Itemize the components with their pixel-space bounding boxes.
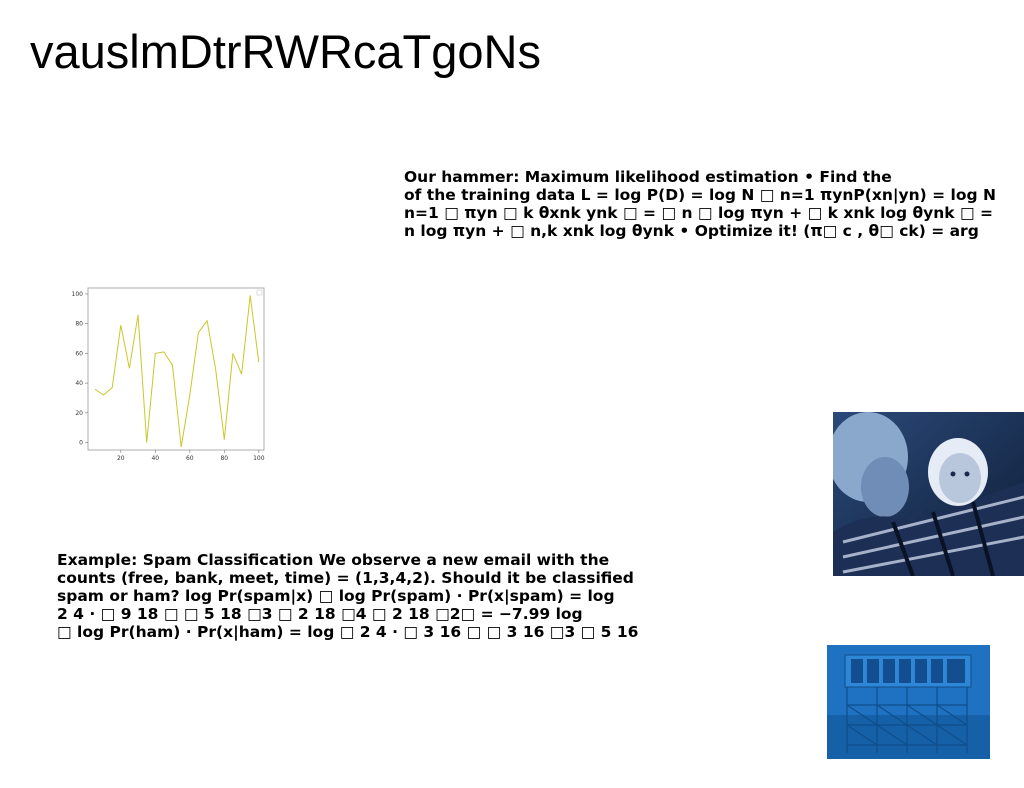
spam-example-text-block: Example: Spam Classification We observe … <box>57 551 638 641</box>
text-line: n=1 □ πyn □ k θxnk ynk □ = □ n □ log πyn… <box>404 204 994 222</box>
text-line: Our hammer: Maximum likelihood estimatio… <box>404 168 892 186</box>
text-line: □ log Pr(ham) · Pr(x|ham) = log □ 2 4 · … <box>57 623 639 641</box>
y-tick-label: 60 <box>75 350 83 357</box>
text-line: of the training data L = log P(D) = log … <box>404 186 996 204</box>
text-line: n log πyn + □ n,k xnk log θynk • Optimiz… <box>404 222 979 240</box>
legend-box <box>256 289 263 296</box>
x-tick-label: 100 <box>253 455 265 462</box>
x-tick-label: 80 <box>220 455 228 462</box>
y-tick-label: 80 <box>75 321 83 328</box>
text-line: counts (free, bank, meet, time) = (1,3,4… <box>57 569 634 587</box>
y-tick-label: 100 <box>72 291 84 298</box>
x-tick-label: 40 <box>151 455 159 462</box>
tick-group: 0 20 40 60 80 100 20 40 60 80 100 <box>72 291 265 462</box>
mle-text-block: Our hammer: Maximum likelihood estimatio… <box>404 168 996 240</box>
text-line: Example: Spam Classification We observe … <box>57 551 610 569</box>
text-line: spam or ham? log Pr(spam|x) □ log Pr(spa… <box>57 587 615 605</box>
plot-frame <box>87 287 265 451</box>
slide-title: vauslmDtrRWRcaTgoNs <box>30 25 541 78</box>
grandmother-and-baby-photo <box>833 412 1024 576</box>
y-tick-label: 20 <box>75 410 83 417</box>
line-chart: 0 20 40 60 80 100 20 40 60 80 100 <box>72 287 265 462</box>
text-line: 2 4 · □ 9 18 □ □ 5 18 □3 □ 2 18 □4 □ 2 1… <box>57 605 583 623</box>
x-tick-label: 60 <box>186 455 194 462</box>
y-tick-label: 40 <box>75 380 83 387</box>
x-tick-label: 20 <box>117 455 125 462</box>
y-tick-label: 0 <box>79 440 83 447</box>
series-group <box>94 295 260 448</box>
series-line <box>94 295 260 448</box>
silvercup-rooftop-sign-photo <box>827 645 990 759</box>
